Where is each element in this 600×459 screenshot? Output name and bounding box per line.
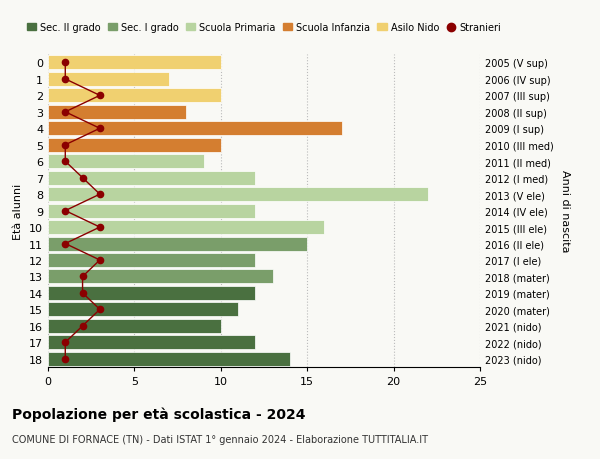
Bar	[48, 122, 342, 136]
Bar	[48, 352, 290, 366]
Bar	[48, 89, 221, 103]
Bar	[48, 319, 221, 333]
Y-axis label: Anni di nascita: Anni di nascita	[560, 170, 570, 252]
Bar	[48, 286, 256, 300]
Bar	[48, 237, 307, 251]
Text: COMUNE DI FORNACE (TN) - Dati ISTAT 1° gennaio 2024 - Elaborazione TUTTITALIA.IT: COMUNE DI FORNACE (TN) - Dati ISTAT 1° g…	[12, 434, 428, 444]
Y-axis label: Età alunni: Età alunni	[13, 183, 23, 239]
Bar	[48, 204, 256, 218]
Bar	[48, 73, 169, 87]
Bar	[48, 171, 256, 185]
Bar	[48, 270, 272, 284]
Bar	[48, 253, 256, 268]
Bar	[48, 188, 428, 202]
Bar	[48, 106, 186, 119]
Bar	[48, 336, 256, 350]
Bar	[48, 303, 238, 317]
Text: Popolazione per età scolastica - 2024: Popolazione per età scolastica - 2024	[12, 406, 305, 421]
Bar	[48, 155, 203, 169]
Bar	[48, 56, 221, 70]
Bar	[48, 221, 325, 235]
Legend: Sec. II grado, Sec. I grado, Scuola Primaria, Scuola Infanzia, Asilo Nido, Stran: Sec. II grado, Sec. I grado, Scuola Prim…	[23, 19, 505, 37]
Bar	[48, 139, 221, 152]
